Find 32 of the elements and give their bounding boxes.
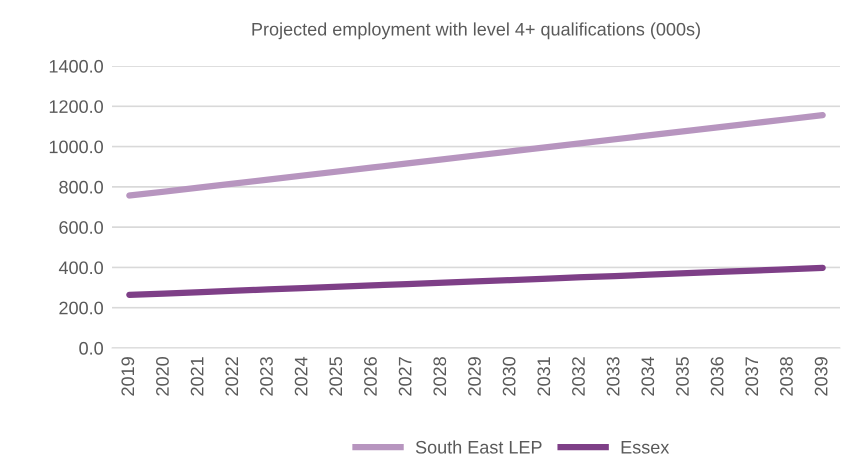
x-tick-label: 2031 <box>537 357 550 396</box>
x-tick-label: 2033 <box>606 357 620 396</box>
x-tick-label: 2023 <box>260 357 273 396</box>
y-tick-label: 1000.0 <box>50 140 103 154</box>
y-tick-label: 400.0 <box>58 261 103 274</box>
x-tick-label: 2037 <box>745 357 758 396</box>
x-tick-label: 2022 <box>225 357 238 396</box>
x-tick-label: 2021 <box>190 357 204 396</box>
x-tick-label: 2020 <box>156 357 169 396</box>
y-tick-label: 0.0 <box>79 342 103 355</box>
x-tick-label: 2025 <box>329 357 342 396</box>
x-tick-label: 2035 <box>676 357 689 396</box>
x-tick-label: 2030 <box>502 357 516 396</box>
x-tick-label: 2028 <box>433 357 446 396</box>
x-tick-label: 2038 <box>780 357 793 396</box>
x-tick-label: 2024 <box>294 356 308 396</box>
x-tick-label: 2029 <box>468 357 481 396</box>
y-tick-label: 200.0 <box>59 302 103 314</box>
y-tick-label: 1400.0 <box>50 60 103 73</box>
x-tick-label: 2034 <box>641 356 654 396</box>
x-tick-label: 2027 <box>398 357 412 396</box>
y-tick-label: 1200.0 <box>50 100 103 114</box>
x-tick-label: 2036 <box>710 357 724 396</box>
x-tick-label: 2032 <box>572 357 585 396</box>
legend-label: South East LEP <box>416 440 542 454</box>
x-tick-label: 2019 <box>121 357 134 396</box>
y-tick-label: 600.0 <box>59 221 103 234</box>
legend-label: Essex <box>622 441 670 454</box>
chart-title: Projected employment with level 4+ qualifications (000s) <box>252 22 700 40</box>
y-tick-label: 800.0 <box>59 180 103 194</box>
x-tick-label: 2026 <box>364 357 377 396</box>
x-tick-label: 2039 <box>814 357 828 396</box>
